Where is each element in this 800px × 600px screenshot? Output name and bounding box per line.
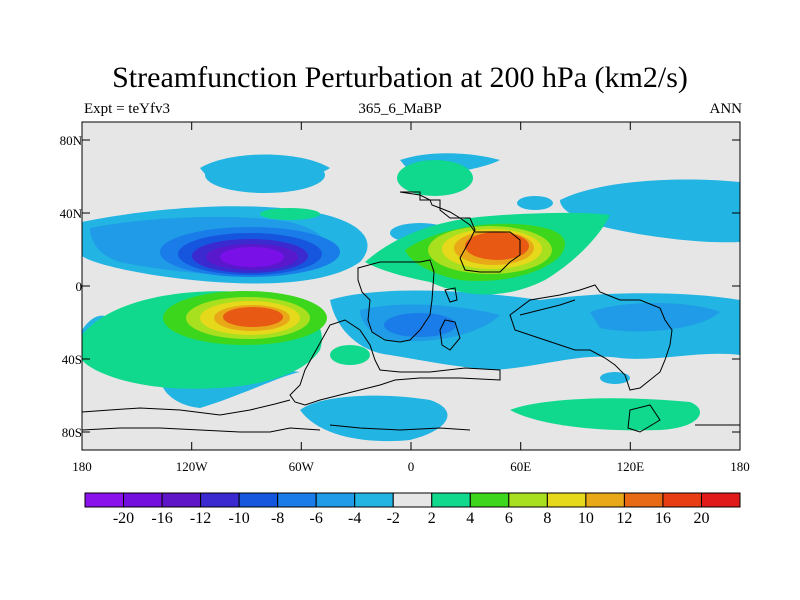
pos-band-lvl-4-atlantic [330, 345, 370, 365]
colorbar-box [277, 492, 317, 508]
colorbar-box [238, 492, 279, 508]
colorbar-box [315, 492, 356, 508]
colorbar-box [469, 492, 510, 508]
plot-title: Streamfunction Perturbation at 200 hPa (… [112, 61, 688, 94]
ytick-label: 40N [59, 206, 82, 221]
pos-band-lvl-4-pacific-north [260, 208, 320, 220]
colorbar-label: -8 [270, 510, 285, 527]
colorbar-box [623, 492, 664, 508]
colorbar-label: 16 [654, 510, 671, 527]
neg-band-lvl-6-south-pacific [590, 303, 720, 332]
ytick-label: 0 [75, 279, 83, 294]
colorbar-label: -6 [309, 510, 323, 527]
period-label: 365_6_MaBP [358, 101, 442, 117]
colorbar-label: 4 [466, 510, 475, 527]
neg-band-lvl-8-indian [384, 313, 456, 337]
ytick-label: 40S [61, 352, 82, 367]
season-label: ANN [709, 101, 743, 117]
colorbar-box [546, 492, 587, 508]
neg-band-lvl-4-north-atlantic [200, 154, 330, 183]
pos-band-lvl-4-southern-ocean [510, 398, 700, 431]
colorbar-box [161, 492, 202, 508]
ytick-label: 80N [59, 133, 82, 148]
contour-fields [82, 153, 740, 442]
colorbar-box [662, 492, 702, 508]
colorbar-box [354, 492, 394, 508]
xtick-label: 0 [407, 459, 415, 474]
colorbar-label: 12 [616, 510, 633, 527]
experiment-label: Expt = teYfv3 [84, 101, 170, 117]
xtick-label: 60E [510, 459, 532, 474]
colorbar [84, 492, 741, 508]
colorbar-box [508, 492, 548, 508]
neg-band-lvl-20-pacific [220, 247, 284, 267]
xtick-label: 180 [72, 459, 92, 474]
pos-band-lvl-16-arabia [465, 232, 529, 260]
xtick-label: 120E [616, 459, 645, 474]
colorbar-label: -10 [228, 510, 250, 527]
pos-band-lvl-16-south-pacific [223, 307, 283, 327]
xtick-label: 120W [175, 459, 208, 474]
neg-band-lvl-4-small [517, 196, 553, 210]
neg-band-lvl-4-northeast [560, 179, 740, 243]
colorbar-label: -2 [386, 510, 400, 527]
colorbar-label: 2 [427, 510, 436, 527]
coastline [82, 191, 740, 433]
colorbar-label: 6 [504, 510, 513, 527]
colorbar-box [585, 492, 625, 508]
colorbar-label: 20 [693, 510, 710, 527]
colorbar-label: 10 [577, 510, 594, 527]
colorbar-box [84, 492, 125, 508]
pos-band-lvl-4-arctic [397, 160, 473, 196]
colorbar-box [200, 492, 240, 508]
colorbar-box [123, 492, 163, 508]
colorbar-box [700, 492, 741, 508]
neg-band-lvl-4-small-3 [600, 372, 630, 384]
xtick-label: 180 [730, 459, 750, 474]
xtick-label: 60W [288, 459, 314, 474]
colorbar-label: 8 [543, 510, 552, 527]
colorbar-label: -12 [189, 510, 212, 527]
colorbar-label: -4 [348, 510, 362, 527]
colorbar-label: -20 [112, 510, 135, 527]
colorbar-label: -16 [151, 510, 173, 527]
axis-ticks [82, 122, 740, 450]
ytick-label: 80S [61, 425, 82, 440]
colorbar-box [431, 492, 471, 508]
colorbar-box [392, 492, 433, 508]
